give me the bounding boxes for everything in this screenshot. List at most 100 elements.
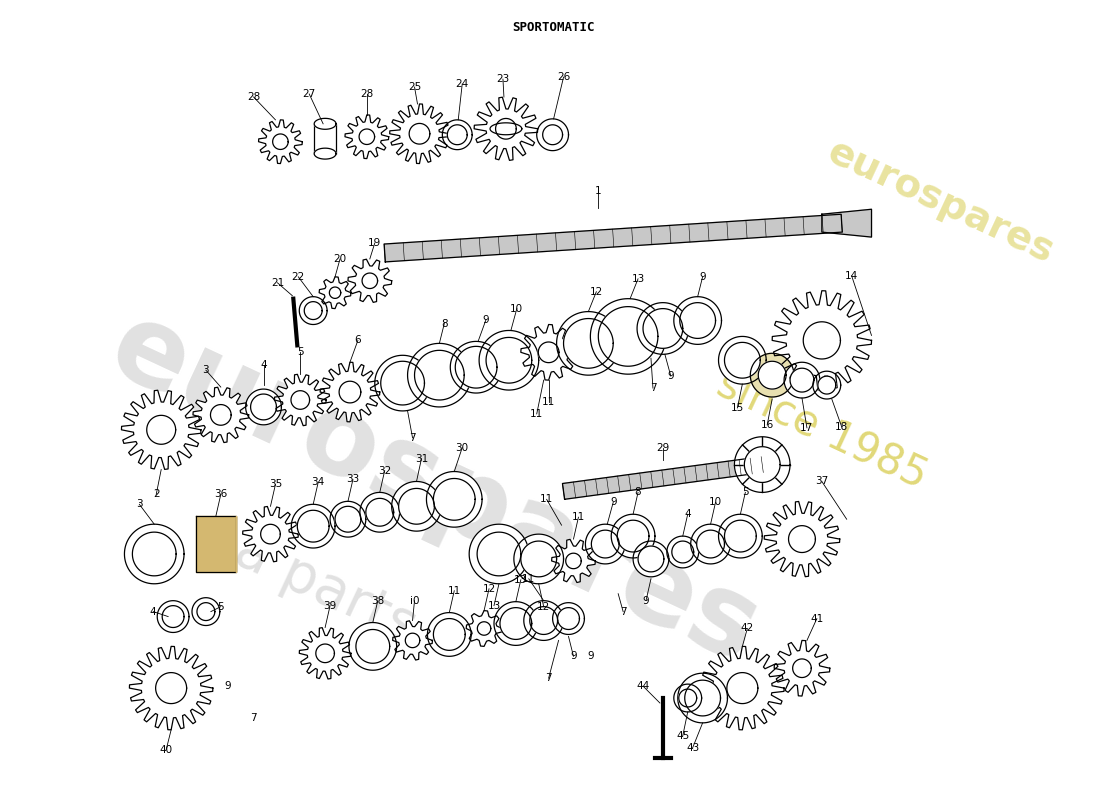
Text: 9: 9 [668, 371, 674, 381]
Text: 3: 3 [202, 365, 209, 375]
Polygon shape [617, 520, 649, 552]
Polygon shape [784, 362, 820, 398]
Polygon shape [585, 524, 625, 564]
Polygon shape [345, 115, 388, 158]
Polygon shape [696, 530, 725, 558]
Text: 44: 44 [637, 681, 650, 691]
Polygon shape [735, 437, 790, 492]
Text: eurospares: eurospares [822, 132, 1060, 270]
Text: 9: 9 [642, 596, 649, 606]
Text: 40: 40 [160, 745, 173, 754]
Polygon shape [674, 297, 722, 344]
Text: 7: 7 [650, 383, 657, 393]
Text: 12: 12 [537, 602, 550, 612]
Polygon shape [758, 362, 786, 389]
Polygon shape [552, 602, 584, 634]
Polygon shape [348, 259, 392, 302]
Polygon shape [551, 539, 595, 582]
Polygon shape [813, 371, 840, 399]
Text: 3: 3 [136, 499, 143, 510]
Polygon shape [562, 457, 763, 499]
Polygon shape [330, 502, 366, 537]
Polygon shape [750, 354, 794, 397]
Polygon shape [196, 516, 235, 572]
Polygon shape [258, 120, 303, 163]
Text: 6: 6 [354, 335, 361, 346]
Text: 26: 26 [557, 72, 570, 82]
Text: 12: 12 [483, 584, 496, 594]
Text: 42: 42 [740, 623, 754, 634]
Text: 11: 11 [522, 574, 536, 584]
Text: 41: 41 [811, 614, 824, 623]
Polygon shape [157, 601, 189, 633]
Polygon shape [297, 510, 329, 542]
Polygon shape [124, 524, 184, 584]
Polygon shape [793, 659, 812, 678]
Polygon shape [772, 290, 871, 390]
Text: 5: 5 [218, 602, 224, 612]
Polygon shape [299, 628, 351, 679]
Text: 11: 11 [572, 512, 585, 522]
Polygon shape [339, 382, 361, 403]
Polygon shape [299, 297, 327, 325]
Polygon shape [274, 374, 326, 426]
Polygon shape [537, 119, 569, 150]
Polygon shape [442, 120, 472, 150]
Polygon shape [409, 123, 430, 144]
Polygon shape [680, 302, 715, 338]
Polygon shape [718, 337, 767, 384]
Polygon shape [774, 641, 829, 696]
Text: 5: 5 [742, 487, 749, 498]
Polygon shape [790, 368, 814, 392]
Polygon shape [530, 606, 558, 634]
Polygon shape [130, 646, 213, 730]
Polygon shape [474, 98, 538, 160]
Polygon shape [415, 350, 464, 400]
Text: 5: 5 [297, 347, 304, 358]
Polygon shape [764, 502, 839, 577]
Polygon shape [362, 273, 377, 289]
Text: 10: 10 [710, 498, 722, 507]
Polygon shape [405, 633, 420, 648]
Polygon shape [197, 602, 215, 621]
Polygon shape [433, 478, 475, 520]
Polygon shape [349, 622, 397, 670]
Polygon shape [292, 390, 309, 410]
Text: 28: 28 [360, 89, 374, 99]
Polygon shape [496, 118, 516, 139]
Polygon shape [679, 689, 696, 707]
Polygon shape [315, 148, 336, 159]
Polygon shape [320, 362, 379, 422]
Polygon shape [542, 125, 562, 145]
Polygon shape [192, 387, 249, 442]
Polygon shape [210, 405, 231, 426]
Text: 31: 31 [415, 454, 428, 464]
Text: 12: 12 [590, 286, 603, 297]
Polygon shape [490, 123, 521, 134]
Polygon shape [565, 553, 581, 569]
Text: 33: 33 [346, 474, 360, 485]
Text: 23: 23 [496, 74, 509, 84]
Polygon shape [384, 214, 843, 262]
Text: 43: 43 [686, 742, 700, 753]
Text: 9: 9 [587, 651, 594, 662]
Polygon shape [448, 125, 468, 145]
Text: 9: 9 [483, 314, 490, 325]
Text: 11: 11 [540, 494, 553, 504]
Polygon shape [701, 646, 784, 730]
Polygon shape [558, 608, 580, 630]
Polygon shape [336, 506, 361, 532]
Polygon shape [822, 210, 871, 237]
Polygon shape [803, 322, 840, 359]
Text: 36: 36 [214, 490, 228, 499]
Polygon shape [520, 325, 576, 380]
Polygon shape [477, 622, 491, 635]
Polygon shape [162, 606, 184, 627]
Text: 4: 4 [684, 510, 691, 519]
Polygon shape [329, 287, 341, 298]
Text: 11: 11 [542, 397, 556, 407]
Text: a parts: a parts [226, 523, 425, 654]
Polygon shape [261, 524, 280, 544]
Text: 2: 2 [153, 490, 159, 499]
Polygon shape [644, 309, 683, 348]
